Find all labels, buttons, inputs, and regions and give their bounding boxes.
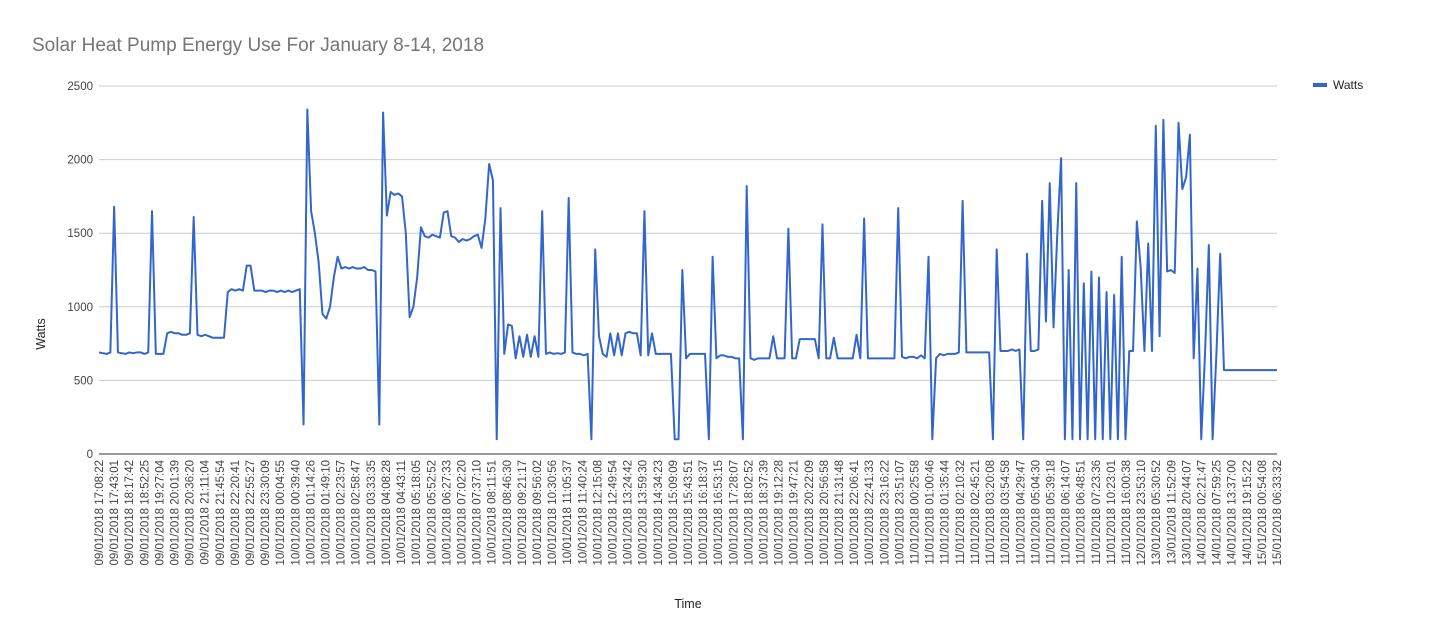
x-tick-label: 09/01/2018 21:11:04 <box>200 459 212 564</box>
x-tick-label: 10/01/2018 06:27:33 <box>441 460 453 566</box>
x-tick-label: 12/01/2018 23:53:10 <box>1136 460 1148 566</box>
x-tick-label: 10/01/2018 07:37:10 <box>472 460 484 566</box>
x-tick-label: 10/01/2018 16:18:37 <box>698 460 710 566</box>
x-tick-label: 10/01/2018 23:51:07 <box>894 460 906 566</box>
y-tick-label: 500 <box>74 375 93 387</box>
x-tick-label: 11/01/2018 10:23:01 <box>1106 460 1118 565</box>
x-tick-label: 11/01/2018 01:00:46 <box>925 460 937 565</box>
x-tick-label: 10/01/2018 13:24:42 <box>623 460 635 566</box>
x-tick-label: 09/01/2018 21:45:54 <box>215 459 227 565</box>
x-tick-label: 10/01/2018 02:23:57 <box>336 460 348 566</box>
x-tick-label: 10/01/2018 10:30:56 <box>547 460 559 566</box>
x-tick-label: 10/01/2018 20:56:58 <box>819 460 831 566</box>
x-tick-label: 09/01/2018 17:08:22 <box>94 460 106 566</box>
x-tick-label: 10/01/2018 01:14:26 <box>305 460 317 566</box>
x-tick-label: 10/01/2018 07:02:20 <box>456 460 468 566</box>
x-tick-label: 11/01/2018 04:29:47 <box>1015 460 1027 565</box>
x-tick-label: 09/01/2018 18:17:42 <box>124 460 136 566</box>
x-tick-label: 09/01/2018 20:36:20 <box>185 460 197 566</box>
x-tick-label: 09/01/2018 20:01:39 <box>170 460 182 566</box>
x-tick-label: 10/01/2018 12:49:54 <box>607 459 619 565</box>
x-tick-label: 10/01/2018 09:21:17 <box>517 460 529 566</box>
x-tick-label: 10/01/2018 21:31:48 <box>834 460 846 566</box>
y-tick-label: 2000 <box>67 155 93 167</box>
y-tick-label: 2500 <box>67 81 93 93</box>
x-tick-label: 10/01/2018 19:12:28 <box>774 460 786 566</box>
x-tick-label: 11/01/2018 02:45:21 <box>970 460 982 565</box>
legend: Watts <box>1313 78 1363 92</box>
x-tick-label: 10/01/2018 04:08:28 <box>381 460 393 566</box>
x-tick-label: 11/01/2018 16:00:38 <box>1121 460 1133 565</box>
x-tick-label: 10/01/2018 00:39:40 <box>290 460 302 566</box>
x-tick-label: 10/01/2018 20:22:09 <box>804 460 816 566</box>
x-tick-label: 13/01/2018 11:52:09 <box>1166 460 1178 565</box>
y-axis-label: Watts <box>34 318 48 349</box>
x-tick-label: 10/01/2018 17:28:07 <box>728 460 740 566</box>
x-axis-ticks: 09/01/2018 17:08:22 09/01/2018 17:43:01 09… <box>94 459 1284 565</box>
x-tick-label: 10/01/2018 08:46:30 <box>502 460 514 566</box>
x-tick-label: 10/01/2018 12:15:08 <box>592 460 604 566</box>
x-tick-label: 09/01/2018 22:55:27 <box>245 460 257 566</box>
x-tick-label: 09/01/2018 23:30:09 <box>260 460 272 566</box>
legend-swatch-watts <box>1313 83 1327 87</box>
x-tick-label: 10/01/2018 00:04:55 <box>275 460 287 566</box>
x-tick-label: 14/01/2018 02:21:47 <box>1196 460 1208 566</box>
x-tick-label: 11/01/2018 07:23:36 <box>1091 460 1103 565</box>
x-tick-label: 11/01/2018 06:14:07 <box>1061 460 1073 565</box>
x-tick-label: 10/01/2018 11:40:24 <box>577 459 589 564</box>
x-tick-label: 09/01/2018 17:43:01 <box>109 460 121 566</box>
x-tick-label: 11/01/2018 05:39:18 <box>1045 460 1057 565</box>
legend-label-watts: Watts <box>1333 78 1363 92</box>
x-tick-label: 10/01/2018 22:06:41 <box>849 460 861 566</box>
x-tick-label: 14/01/2018 13:37:00 <box>1227 460 1239 566</box>
x-tick-label: 11/01/2018 06:48:51 <box>1076 460 1088 565</box>
y-tick-label: 0 <box>87 449 93 461</box>
x-tick-label: 10/01/2018 18:37:39 <box>759 460 771 566</box>
x-tick-label: 09/01/2018 19:27:04 <box>154 459 166 565</box>
gridlines <box>99 85 1277 455</box>
x-tick-label: 11/01/2018 00:25:58 <box>910 460 922 565</box>
x-tick-label: 11/01/2018 03:54:58 <box>1000 460 1012 565</box>
x-tick-label: 10/01/2018 22:41:33 <box>864 460 876 566</box>
x-tick-label: 09/01/2018 22:20:41 <box>230 460 242 566</box>
chart-title: Solar Heat Pump Energy Use For January 8… <box>32 35 484 56</box>
x-tick-label: 10/01/2018 02:58:47 <box>351 460 363 566</box>
x-tick-label: 10/01/2018 15:09:09 <box>668 460 680 566</box>
x-tick-label: 13/01/2018 05:30:52 <box>1151 460 1163 566</box>
y-tick-label: 1500 <box>67 228 93 240</box>
x-tick-label: 10/01/2018 13:59:30 <box>638 460 650 566</box>
x-tick-label: 10/01/2018 01:49:10 <box>321 460 333 566</box>
x-tick-label: 10/01/2018 14:34:23 <box>653 460 665 566</box>
y-axis-ticks: 0 500 1000 1500 2000 2500 <box>67 81 93 461</box>
x-tick-label: 11/01/2018 02:10:32 <box>955 460 967 565</box>
x-tick-label: 11/01/2018 01:35:44 <box>940 459 952 564</box>
x-tick-label: 10/01/2018 05:52:52 <box>426 460 438 566</box>
x-tick-label: 10/01/2018 09:56:02 <box>532 460 544 566</box>
x-axis-label: Time <box>674 597 701 611</box>
x-tick-label: 10/01/2018 11:05:37 <box>562 460 574 565</box>
x-tick-label: 10/01/2018 19:47:21 <box>789 460 801 566</box>
x-tick-label: 10/01/2018 03:33:35 <box>366 460 378 566</box>
x-tick-label: 11/01/2018 05:04:30 <box>1030 460 1042 565</box>
x-tick-label: 10/01/2018 18:02:52 <box>743 460 755 566</box>
x-tick-label: 13/01/2018 20:44:07 <box>1181 460 1193 566</box>
x-tick-label: 10/01/2018 15:43:51 <box>683 460 695 566</box>
x-tick-label: 10/01/2018 05:18:05 <box>411 460 423 566</box>
x-tick-label: 15/01/2018 06:33:32 <box>1272 460 1284 566</box>
series-line-watts <box>98 108 1277 441</box>
x-tick-label: 10/01/2018 04:43:11 <box>396 460 408 565</box>
y-tick-label: 1000 <box>67 302 93 314</box>
x-tick-label: 11/01/2018 03:20:08 <box>985 460 997 565</box>
x-tick-label: 10/01/2018 16:53:15 <box>713 460 725 566</box>
x-tick-label: 09/01/2018 18:52:25 <box>139 460 151 566</box>
x-tick-label: 10/01/2018 08:11:51 <box>487 460 499 565</box>
x-tick-label: 10/01/2018 23:16:22 <box>879 460 891 566</box>
x-tick-label: 15/01/2018 00:54:08 <box>1257 460 1269 566</box>
x-tick-label: 14/01/2018 19:15:22 <box>1242 460 1254 566</box>
x-tick-label: 14/01/2018 07:59:25 <box>1212 460 1224 566</box>
